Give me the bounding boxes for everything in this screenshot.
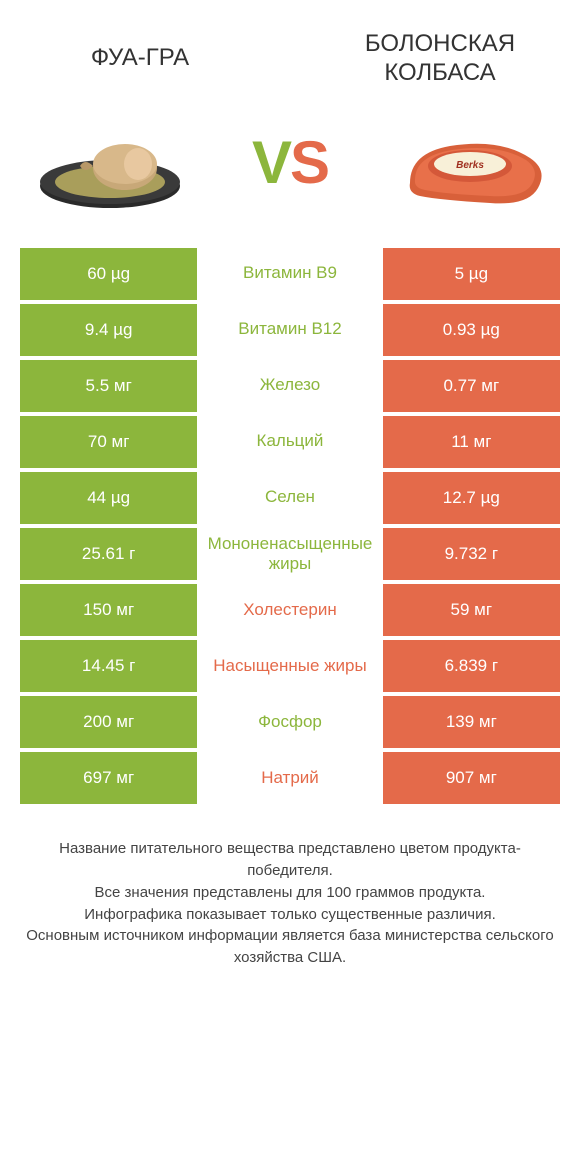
table-row: 60 µgВитамин B95 µg (20, 248, 560, 300)
table-row: 697 мгНатрий907 мг (20, 752, 560, 804)
table-row: 44 µgСелен12.7 µg (20, 472, 560, 524)
nutrient-name: Фосфор (201, 696, 378, 748)
value-left: 200 мг (20, 696, 197, 748)
footer-notes: Название питательного вещества представл… (0, 808, 580, 989)
product-right-title: БОЛОНСКАЯ КОЛБАСА (340, 30, 540, 88)
value-right: 12.7 µg (383, 472, 560, 524)
product-left-image (30, 108, 190, 218)
nutrient-name: Мононенасыщенные жиры (201, 528, 378, 581)
value-right: 11 мг (383, 416, 560, 468)
vs-letter-v: V (252, 129, 290, 196)
value-left: 60 µg (20, 248, 197, 300)
nutrition-table: 60 µgВитамин B95 µg9.4 µgВитамин B120.93… (0, 248, 580, 805)
footer-line-3: Инфографика показывает только существенн… (20, 904, 560, 926)
table-row: 9.4 µgВитамин B120.93 µg (20, 304, 560, 356)
table-row: 25.61 гМононенасыщенные жиры9.732 г (20, 528, 560, 581)
footer-line-2: Все значения представлены для 100 граммо… (20, 882, 560, 904)
svg-text:Berks: Berks (456, 160, 484, 171)
vs-row: VS Berks (0, 98, 580, 248)
table-row: 150 мгХолестерин59 мг (20, 584, 560, 636)
value-right: 9.732 г (383, 528, 560, 581)
nutrient-name: Насыщенные жиры (201, 640, 378, 692)
vs-letter-s: S (290, 129, 328, 196)
value-right: 5 µg (383, 248, 560, 300)
value-right: 0.77 мг (383, 360, 560, 412)
product-left-title: ФУА-ГРА (40, 44, 240, 73)
value-right: 907 мг (383, 752, 560, 804)
value-left: 44 µg (20, 472, 197, 524)
value-right: 59 мг (383, 584, 560, 636)
value-left: 70 мг (20, 416, 197, 468)
value-right: 139 мг (383, 696, 560, 748)
table-row: 14.45 гНасыщенные жиры6.839 г (20, 640, 560, 692)
footer-line-1: Название питательного вещества представл… (20, 838, 560, 882)
value-left: 150 мг (20, 584, 197, 636)
vs-label: VS (252, 128, 328, 197)
table-row: 200 мгФосфор139 мг (20, 696, 560, 748)
table-row: 70 мгКальций11 мг (20, 416, 560, 468)
value-left: 25.61 г (20, 528, 197, 581)
nutrient-name: Натрий (201, 752, 378, 804)
header: ФУА-ГРА БОЛОНСКАЯ КОЛБАСА (0, 0, 580, 98)
value-right: 0.93 µg (383, 304, 560, 356)
nutrient-name: Витамин B9 (201, 248, 378, 300)
nutrient-name: Железо (201, 360, 378, 412)
value-left: 5.5 мг (20, 360, 197, 412)
footer-line-4: Основным источником информации является … (20, 925, 560, 969)
value-left: 14.45 г (20, 640, 197, 692)
value-left: 9.4 µg (20, 304, 197, 356)
nutrient-name: Селен (201, 472, 378, 524)
nutrient-name: Кальций (201, 416, 378, 468)
nutrient-name: Холестерин (201, 584, 378, 636)
value-left: 697 мг (20, 752, 197, 804)
nutrient-name: Витамин B12 (201, 304, 378, 356)
table-row: 5.5 мгЖелезо0.77 мг (20, 360, 560, 412)
value-right: 6.839 г (383, 640, 560, 692)
product-right-image: Berks (390, 108, 550, 218)
